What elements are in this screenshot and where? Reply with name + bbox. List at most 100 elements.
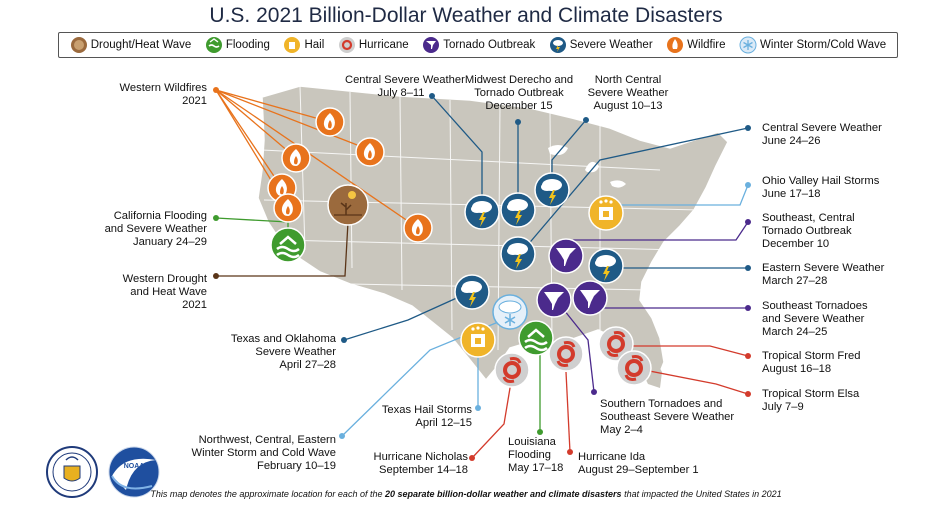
legend-item-wildfire: Wildfire [666,36,726,54]
callout-line: Tropical Storm Elsa [762,388,860,400]
wildfire-icon [667,37,684,53]
callout-southern-tornadoes: Southern Tornadoes and Southeast Severe … [600,398,734,437]
winter-storm-icon [739,36,757,54]
callout-line: Hurricane Ida [578,451,646,463]
legend: Drought/Heat Wave Flooding Hail Hurrican… [58,32,898,58]
callout-southeast-central-tornado: Southeast, Central Tornado Outbreak Dece… [762,212,855,251]
callout-line: June 24–26 [762,135,821,147]
callout-hurricane-nicholas: Hurricane Nicholas September 14–18 [373,451,468,477]
hail-marker [588,195,624,231]
drought-marker [327,184,369,226]
callout-line: March 27–28 [762,275,828,287]
severe-weather-marker [588,248,624,284]
footnote: This map denotes the approximate locatio… [0,489,932,499]
wildfire-marker [403,213,433,243]
callout-line: Hurricane Nicholas [373,451,468,463]
severe-weather-marker [500,236,536,272]
legend-label: Drought/Heat Wave [90,39,192,51]
severe-weather-marker [500,192,536,228]
callout-line: July 7–9 [762,401,804,413]
callout-eastern-severe: Eastern Severe Weather March 27–28 [762,262,884,288]
legend-label: Severe Weather [569,39,653,51]
callout-line: March 24–25 [762,326,828,338]
callout-ohio-valley-hail: Ohio Valley Hail Storms June 17–18 [762,175,879,201]
hurricane-icon [338,37,355,53]
callout-line: and Severe Weather [762,313,865,325]
callout-line: Tornado Outbreak [474,87,564,99]
callout-line: Severe Weather [587,87,669,99]
legend-label: Tornado Outbreak [443,39,536,51]
tornado-marker [548,238,584,274]
callout-line: Southeast Severe Weather [600,411,735,423]
callout-line: August 10–13 [593,100,663,112]
callout-line: and Heat Wave [130,286,207,298]
callout-line: July 8–11 [377,87,425,99]
callout-western-wildfires: Western Wildfires 2021 [120,82,207,108]
callout-line: June 17–18 [762,188,821,200]
legend-item-tornado: Tornado Outbreak [422,36,535,54]
callout-louisiana-flooding: Louisiana Flooding May 17–18 [508,436,563,475]
callout-line: Western Drought [122,273,207,285]
callout-line: Eastern Severe Weather [762,262,885,274]
callout-line: North Central [594,74,662,86]
wildfire-marker [355,137,385,167]
callout-line: Southeast, Central [762,212,855,224]
severe-weather-icon [549,37,566,53]
wildfire-marker [315,107,345,137]
footnote-bold: 20 separate billion-dollar weather and c… [384,489,622,499]
noaa-logo-text: NOAA [124,463,145,470]
severe-weather-marker [534,172,570,208]
callout-northwest-winter: Northwest, Central, Eastern Winter Storm… [192,434,336,473]
tornado-marker [536,282,572,318]
noaa-logo: NOAA [108,446,160,498]
legend-label: Hurricane [358,39,409,51]
callout-line: Texas Hail Storms [381,404,472,416]
callout-line: Tropical Storm Fred [762,350,861,362]
map-title: U.S. 2021 Billion-Dollar Weather and Cli… [209,4,723,27]
callout-ts-fred: Tropical Storm Fred August 16–18 [762,350,860,376]
legend-item-hurricane: Hurricane [338,36,409,54]
tornado-marker [572,280,608,316]
wildfire-marker [281,143,311,173]
flooding-marker [517,319,555,357]
flooding-marker [269,226,307,264]
legend-label: Winter Storm/Cold Wave [760,39,887,51]
callout-line: Ohio Valley Hail Storms [762,175,880,187]
hurricane-marker [493,351,531,389]
callout-line: Winter Storm and Cold Wave [191,447,336,459]
callout-line: Midwest Derecho and [464,74,574,86]
wildfire-marker [273,193,303,223]
legend-item-drought: Drought/Heat Wave [70,36,192,54]
callout-line: Texas and Oklahoma [230,333,336,345]
callout-line: California Flooding [113,210,207,222]
callout-line: Louisiana [508,436,556,448]
callout-line: Southern Tornadoes and [600,398,723,410]
footnote-prefix: This map denotes the approximate locatio… [150,489,385,499]
callout-midwest-derecho: Midwest Derecho and Tornado Outbreak Dec… [463,74,575,113]
callout-line: December 15 [485,100,553,112]
callout-line: and Severe Weather [104,223,207,235]
hurricane-marker [547,335,585,373]
callout-line: Northwest, Central, Eastern [198,434,336,446]
legend-item-severe: Severe Weather [549,36,653,54]
callout-line: May 2–4 [600,424,643,436]
callout-line: April 27–28 [279,359,336,371]
callout-line: August 29–September 1 [578,464,699,476]
callout-line: Southeast Tornadoes [762,300,868,312]
callout-western-drought: Western Drought and Heat Wave 2021 [123,273,207,312]
legend-label: Wildfire [687,39,726,51]
legend-item-hail: Hail [283,36,324,54]
hail-marker [460,322,496,358]
callout-line: Severe Weather [255,346,336,358]
tornado-icon [423,37,440,53]
severe-weather-marker [464,194,500,230]
callout-line: Flooding [508,449,551,461]
callout-line: Tornado Outbreak [762,225,852,237]
footnote-suffix: that impacted the United States in 2021 [621,489,782,499]
callout-texas-hail: Texas Hail Storms April 12–15 [382,404,472,430]
callout-line: January 24–29 [132,236,207,248]
callout-line: 2021 [182,299,207,311]
callout-hurricane-ida: Hurricane Ida August 29–September 1 [578,451,699,477]
callout-line: Central Severe Weather [762,122,882,134]
